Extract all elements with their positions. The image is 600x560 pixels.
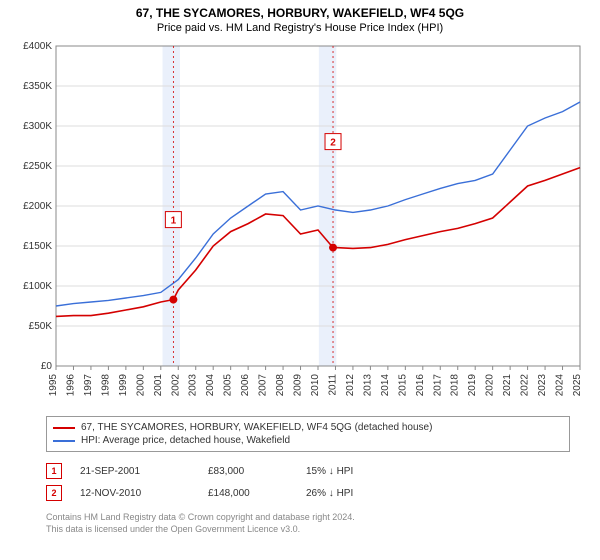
legend-label: HPI: Average price, detached house, Wake…: [81, 435, 290, 446]
svg-text:2020: 2020: [485, 374, 496, 397]
svg-text:2015: 2015: [397, 374, 408, 397]
svg-text:£250K: £250K: [23, 161, 52, 172]
svg-text:2024: 2024: [555, 374, 566, 397]
marker-delta: 26% ↓ HPI: [306, 488, 396, 499]
svg-text:2023: 2023: [537, 374, 548, 397]
svg-text:£150K: £150K: [23, 241, 52, 252]
svg-text:2014: 2014: [380, 374, 391, 397]
svg-text:2018: 2018: [450, 374, 461, 397]
svg-text:£100K: £100K: [23, 281, 52, 292]
marker-price: £148,000: [208, 488, 288, 499]
footer-line-1: Contains HM Land Registry data © Crown c…: [46, 512, 355, 524]
chart-legend: 67, THE SYCAMORES, HORBURY, WAKEFIELD, W…: [46, 416, 570, 452]
svg-text:2004: 2004: [205, 374, 216, 397]
svg-text:1996: 1996: [65, 374, 76, 397]
svg-text:2025: 2025: [572, 374, 583, 397]
svg-text:2000: 2000: [135, 374, 146, 397]
sale-marker-table: 1 21-SEP-2001 £83,000 15% ↓ HPI 2 12-NOV-2010…: [46, 460, 556, 504]
svg-text:2009: 2009: [293, 374, 304, 397]
page-subtitle: Price paid vs. HM Land Registry's House …: [0, 20, 600, 34]
svg-text:1995: 1995: [48, 374, 59, 397]
svg-text:2008: 2008: [275, 374, 286, 397]
legend-swatch: [53, 440, 75, 442]
svg-text:£400K: £400K: [23, 41, 52, 52]
svg-text:2016: 2016: [415, 374, 426, 397]
legend-item: 67, THE SYCAMORES, HORBURY, WAKEFIELD, W…: [53, 421, 563, 434]
svg-text:£350K: £350K: [23, 81, 52, 92]
marker-date: 12-NOV-2010: [80, 488, 190, 499]
svg-text:2022: 2022: [520, 374, 531, 397]
svg-text:2010: 2010: [310, 374, 321, 397]
svg-text:2003: 2003: [188, 374, 199, 397]
svg-text:2021: 2021: [502, 374, 513, 397]
marker-price: £83,000: [208, 466, 288, 477]
svg-text:1997: 1997: [83, 374, 94, 397]
legend-label: 67, THE SYCAMORES, HORBURY, WAKEFIELD, W…: [81, 422, 432, 433]
svg-text:1998: 1998: [100, 374, 111, 397]
marker-badge: 2: [46, 485, 62, 501]
chart-footer: Contains HM Land Registry data © Crown c…: [46, 512, 355, 535]
svg-text:£50K: £50K: [29, 321, 53, 332]
svg-text:2017: 2017: [432, 374, 443, 397]
legend-item: HPI: Average price, detached house, Wake…: [53, 434, 563, 447]
svg-text:2012: 2012: [345, 374, 356, 397]
svg-text:£0: £0: [41, 361, 53, 372]
page-title: 67, THE SYCAMORES, HORBURY, WAKEFIELD, W…: [0, 0, 600, 20]
marker-badge: 1: [46, 463, 62, 479]
svg-text:£200K: £200K: [23, 201, 52, 212]
svg-text:2011: 2011: [327, 374, 338, 396]
svg-text:2001: 2001: [153, 374, 164, 397]
marker-date: 21-SEP-2001: [80, 466, 190, 477]
svg-text:2005: 2005: [223, 374, 234, 397]
svg-text:1999: 1999: [118, 374, 129, 397]
svg-text:2: 2: [330, 138, 336, 149]
svg-text:1: 1: [171, 216, 177, 227]
svg-text:2007: 2007: [258, 374, 269, 397]
legend-swatch: [53, 427, 75, 429]
svg-text:2006: 2006: [240, 374, 251, 397]
svg-text:2019: 2019: [467, 374, 478, 397]
marker-row: 2 12-NOV-2010 £148,000 26% ↓ HPI: [46, 482, 556, 504]
svg-text:2002: 2002: [170, 374, 181, 397]
marker-row: 1 21-SEP-2001 £83,000 15% ↓ HPI: [46, 460, 556, 482]
marker-delta: 15% ↓ HPI: [306, 466, 396, 477]
footer-line-2: This data is licensed under the Open Gov…: [46, 524, 355, 536]
svg-text:£300K: £300K: [23, 121, 52, 132]
price-chart: £0 £50K £100K £150K £200K £250K £300K £350K £400…: [10, 40, 590, 410]
svg-text:2013: 2013: [362, 374, 373, 397]
